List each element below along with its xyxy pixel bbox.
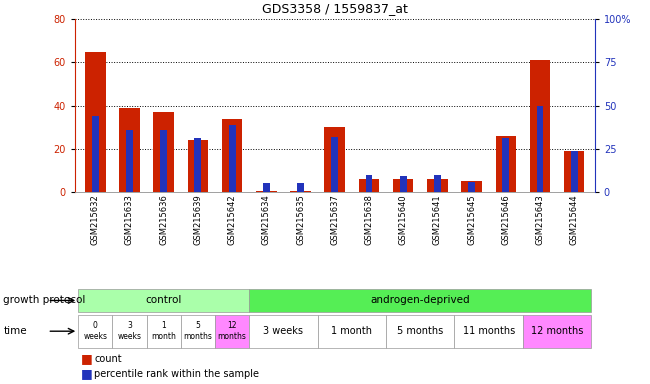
Bar xyxy=(297,184,304,192)
Bar xyxy=(537,106,543,192)
Bar xyxy=(92,116,99,192)
Text: 5
months: 5 months xyxy=(183,321,213,341)
Text: GSM215641: GSM215641 xyxy=(433,194,442,245)
Bar xyxy=(318,315,386,348)
Bar xyxy=(263,184,270,192)
Text: 11 months: 11 months xyxy=(463,326,515,336)
Bar xyxy=(78,315,112,348)
Text: GSM215643: GSM215643 xyxy=(536,194,545,245)
Bar xyxy=(194,139,202,192)
Text: GSM215639: GSM215639 xyxy=(194,194,202,245)
Text: 1 month: 1 month xyxy=(332,326,372,336)
Text: time: time xyxy=(3,326,27,336)
Bar xyxy=(85,51,105,192)
Bar xyxy=(393,179,413,192)
Text: GSM215646: GSM215646 xyxy=(501,194,510,245)
Bar xyxy=(222,119,242,192)
Text: 12 months: 12 months xyxy=(531,326,583,336)
Bar xyxy=(462,181,482,192)
Title: GDS3358 / 1559837_at: GDS3358 / 1559837_at xyxy=(262,2,408,15)
Bar xyxy=(324,127,345,192)
Bar xyxy=(365,175,372,192)
Bar xyxy=(523,315,592,348)
Bar xyxy=(502,139,509,192)
Bar xyxy=(119,108,140,192)
Bar xyxy=(332,137,338,192)
Bar xyxy=(571,151,578,192)
Bar xyxy=(386,315,454,348)
Text: 3
weeks: 3 weeks xyxy=(118,321,142,341)
Bar xyxy=(454,315,523,348)
Bar xyxy=(153,112,174,192)
Bar xyxy=(249,315,318,348)
Bar xyxy=(530,60,551,192)
Text: ■: ■ xyxy=(81,367,93,381)
Text: GSM215634: GSM215634 xyxy=(262,194,271,245)
Text: GSM215642: GSM215642 xyxy=(227,194,237,245)
Bar xyxy=(249,289,592,312)
Text: GSM215635: GSM215635 xyxy=(296,194,305,245)
Bar xyxy=(359,179,379,192)
Text: androgen-deprived: androgen-deprived xyxy=(370,295,470,306)
Bar xyxy=(215,315,249,348)
Text: control: control xyxy=(146,295,182,306)
Text: 0
weeks: 0 weeks xyxy=(83,321,107,341)
Text: percentile rank within the sample: percentile rank within the sample xyxy=(94,369,259,379)
Bar xyxy=(495,136,516,192)
Text: GSM215640: GSM215640 xyxy=(398,194,408,245)
Text: GSM215636: GSM215636 xyxy=(159,194,168,245)
Bar xyxy=(188,140,208,192)
Bar xyxy=(400,177,407,192)
Bar xyxy=(161,130,167,192)
Text: 12
months: 12 months xyxy=(218,321,246,341)
Text: GSM215638: GSM215638 xyxy=(365,194,374,245)
Bar xyxy=(468,182,475,192)
Bar xyxy=(126,130,133,192)
Bar xyxy=(181,315,215,348)
Bar xyxy=(256,191,277,192)
Bar xyxy=(291,191,311,192)
Bar xyxy=(112,315,147,348)
Text: ■: ■ xyxy=(81,352,93,365)
Text: GSM215637: GSM215637 xyxy=(330,194,339,245)
Text: 5 months: 5 months xyxy=(397,326,443,336)
Text: growth protocol: growth protocol xyxy=(3,295,86,306)
Text: count: count xyxy=(94,354,122,364)
Bar xyxy=(434,175,441,192)
Text: GSM215633: GSM215633 xyxy=(125,194,134,245)
Bar xyxy=(229,124,235,192)
Bar xyxy=(147,315,181,348)
Text: GSM215644: GSM215644 xyxy=(569,194,578,245)
Bar xyxy=(427,179,448,192)
Bar xyxy=(78,289,249,312)
Text: GSM215632: GSM215632 xyxy=(91,194,100,245)
Text: GSM215645: GSM215645 xyxy=(467,194,476,245)
Bar xyxy=(564,151,584,192)
Text: 3 weeks: 3 weeks xyxy=(263,326,304,336)
Text: 1
month: 1 month xyxy=(151,321,176,341)
